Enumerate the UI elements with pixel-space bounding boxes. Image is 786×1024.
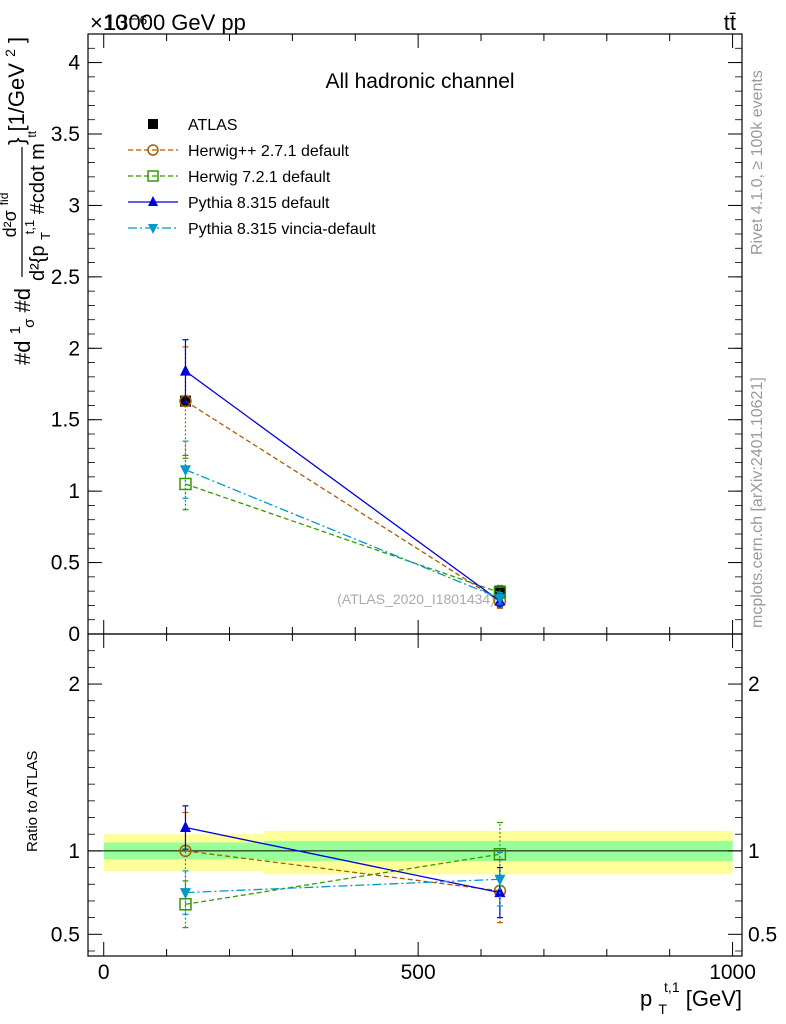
ratio-point-pythia-8-315-default: [494, 886, 506, 898]
main-line-herwig-2-7-1-default: [185, 400, 501, 602]
legend-marker-pythia-8-315-vincia-default: [148, 224, 158, 234]
ylabel-den-rest: #cdot m: [27, 143, 49, 214]
ylabel-d2: #d: [10, 288, 35, 312]
legend-entry-pythia-8-315-vincia-default: Pythia 8.315 vincia-default: [128, 221, 376, 238]
svg-text:d²σ fid: d²σ fid: [0, 193, 20, 238]
ratio-frame: [87, 633, 743, 957]
main-ytick-label: 2.5: [51, 266, 80, 289]
ratio-ytick-label: 0.5: [51, 923, 80, 946]
ratio-xtick-label: 1000: [709, 961, 756, 984]
legend-entry-herwig-7-2-1-default: Herwig 7.2.1 default: [128, 169, 331, 186]
svg-text:d²{p T t,1: d²{p T t,1 #cdot m tt: [17, 130, 55, 281]
main-point-pythia-8-315-vincia-default: [494, 593, 506, 605]
ratio-ytick-label-right: 1: [748, 840, 760, 863]
ratio-line-herwig-2-7-1-default: [185, 850, 500, 892]
xlabel-main: p: [640, 986, 652, 1011]
x-axis-label: p T t,1 [GeV]: [640, 972, 742, 1019]
ratio-point-herwig-7-2-1-default: [493, 847, 507, 861]
main-frame: [87, 33, 743, 635]
ratio-series-pythia-8-315-vincia-default: [179, 851, 506, 915]
legend-marker-herwig-2-7-1-default: [147, 144, 159, 156]
legend-label-atlas: ATLAS: [188, 117, 238, 134]
legend-entry-pythia-8-315-default: Pythia 8.315 default: [128, 195, 330, 212]
ratio-line-pythia-8-315-vincia-default: [185, 878, 500, 894]
legend-entry-atlas: ATLAS: [148, 117, 238, 134]
ylabel-tail-sup: 2: [2, 49, 18, 57]
legend-marker-pythia-8-315-default: [148, 196, 158, 206]
ylabel-den: d²{p: [27, 245, 49, 281]
header-exponent: ×10⁻⁶: [90, 10, 148, 35]
ratio-point-pythia-8-315-vincia-default: [179, 888, 191, 900]
main-line-pythia-8-315-default: [185, 370, 501, 602]
main-ylabel: #d 1 σ #d d²σ fid d²{p T t,1 #cdot m tt …: [0, 37, 55, 365]
ratio-ytick-label: 1: [68, 840, 80, 863]
ylabel-tail-end: ]: [4, 37, 29, 43]
main-series-atlas: [179, 395, 506, 597]
header-process: tt̄: [724, 10, 736, 35]
main-point-pythia-8-315-vincia-default: [179, 465, 191, 477]
ylabel-den-sup: t,1: [22, 220, 37, 234]
legend-label-herwig-2-7-1-default: Herwig++ 2.7.1 default: [188, 143, 350, 160]
main-ytick-label: 4: [68, 52, 80, 75]
ratio-ytick-label-right: 0.5: [748, 923, 777, 946]
legend-label-herwig-7-2-1-default: Herwig 7.2.1 default: [188, 169, 331, 186]
main-panel: All hadronic channel (ATLAS_2020_I180143…: [51, 33, 743, 646]
legend-label-pythia-8-315-default: Pythia 8.315 default: [188, 195, 330, 212]
analysis-watermark: (ATLAS_2020_I1801434): [337, 591, 495, 607]
ratio-xtick-label: 0: [98, 961, 110, 984]
svg-text:#d 1 σ #d: #d 1 σ #d: [0, 288, 39, 365]
main-ytick-label: 3: [68, 194, 80, 217]
legend-marker-herwig-7-2-1-default: [147, 170, 159, 182]
main-ytick-label: 0.5: [51, 552, 80, 575]
header-energy: 13000 GeV pp: [104, 10, 246, 35]
legend-marker-atlas: [148, 119, 158, 129]
ratio-panel: 0.5 0.5 1 1 2 2 0 500 1000: [51, 633, 777, 984]
svg-text:} [1/GeV 2 ]: } [1/GeV 2 ]: [0, 37, 29, 145]
ratio-xtick-label: 500: [401, 961, 436, 984]
ylabel-den-rest-sup: tt: [25, 130, 39, 137]
ratio-point-pythia-8-315-vincia-default: [494, 874, 506, 886]
legend-entry-herwig-2-7-1-default: Herwig++ 2.7.1 default: [128, 143, 350, 160]
legend: ATLAS Herwig++ 2.7.1 default Herwig 7.2.1 …: [128, 117, 376, 238]
ylabel-den-sub: T: [38, 232, 53, 240]
main-title: All hadronic channel: [325, 70, 514, 93]
ylabel-d1: #d: [10, 341, 35, 365]
rivet-label: Rivet 4.1.0, ≥ 100k events: [749, 70, 766, 255]
main-series-pythia-8-315-vincia-default: [179, 440, 506, 605]
ratio-ytick-label-right: 2: [748, 673, 760, 696]
xlabel-unit: [GeV]: [686, 986, 742, 1011]
ratio-axes: 0.5 0.5 1 1 2 2 0 500 1000: [51, 633, 777, 984]
main-line-herwig-7-2-1-default: [185, 483, 501, 594]
ratio-line-herwig-7-2-1-default: [185, 853, 500, 905]
main-line-pythia-8-315-vincia-default: [185, 469, 501, 599]
ylabel-tail: } [1/GeV: [4, 63, 29, 145]
main-ytick-label: 2: [68, 337, 80, 360]
main-ytick-label: 0: [68, 623, 80, 646]
ratio-point-pythia-8-315-default: [179, 821, 191, 833]
legend-label-pythia-8-315-vincia-default: Pythia 8.315 vincia-default: [188, 221, 376, 238]
ratio-ytick-label: 2: [68, 673, 80, 696]
main-ytick-label: 3.5: [51, 123, 80, 146]
mcplots-label: mcplots.cern.ch [arXiv:2401.10621]: [749, 377, 766, 628]
main-ytick-label: 1.5: [51, 409, 80, 432]
xlabel-sub: T: [658, 1001, 667, 1017]
ylabel-frac-den: σ: [21, 318, 38, 328]
ylabel-frac-num: 1: [7, 326, 24, 334]
main-ytick-label: 1: [68, 480, 80, 503]
ratio-ylabel: Ratio to ATLAS: [24, 751, 41, 852]
main-point-pythia-8-315-default: [179, 364, 191, 376]
main-series-herwig-7-2-1-default: [179, 457, 507, 601]
main-series-pythia-8-315-default: [179, 339, 506, 608]
xlabel-sup: t,1: [664, 979, 680, 995]
ylabel-num-sup: fid: [0, 193, 11, 206]
ylabel-num: d²σ: [0, 210, 20, 237]
